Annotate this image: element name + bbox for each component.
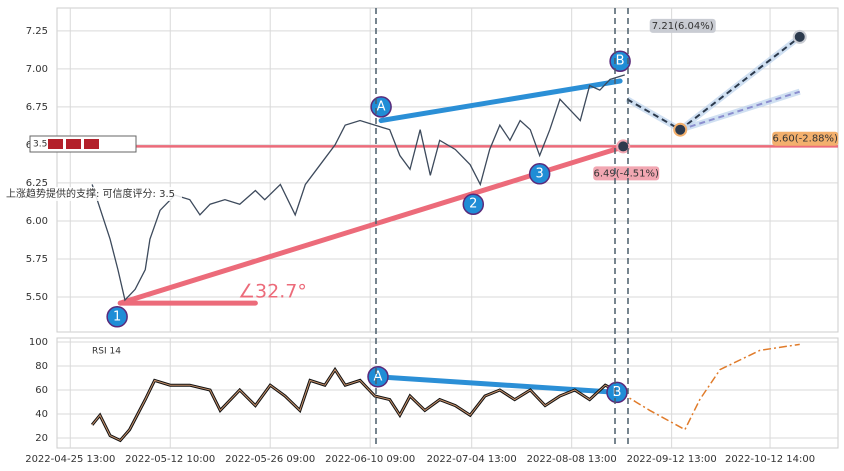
y-tick-label: 20: [35, 433, 48, 444]
score-label: 3.5: [33, 140, 47, 150]
projection-line: [679, 90, 801, 131]
target-box: [772, 131, 839, 146]
target-point: [616, 139, 631, 154]
y-tick-label: 7.00: [26, 64, 48, 75]
score-icon: [84, 139, 99, 149]
panel-title: RSI 14: [92, 347, 121, 357]
wave-label: B: [616, 54, 625, 69]
x-tick-label: 2022-05-12 10:00: [125, 454, 215, 465]
y-tick-label: 100: [29, 337, 48, 348]
target-label: 7.21(6.04%): [652, 21, 714, 32]
x-tick-label: 2022-10-12 14:00: [725, 454, 815, 465]
wave-marker: [462, 193, 485, 215]
x-tick-label: 2022-08-08 13:00: [527, 454, 617, 465]
wave-label: A: [374, 369, 383, 384]
x-tick-label: 2022-04-25 13:00: [25, 454, 115, 465]
wave-marker: [606, 381, 628, 404]
x-tick-label: 2022-05-26 09:00: [225, 454, 315, 465]
price-panel: [56, 7, 839, 333]
wave-label: A: [377, 99, 386, 114]
x-tick-label: 2022-07-04 13:00: [427, 454, 517, 465]
wave-marker: [528, 163, 551, 185]
y-tick-label: 60: [35, 385, 48, 396]
trend-line: [378, 78, 623, 124]
target-point: [792, 29, 807, 44]
target-box: [593, 166, 660, 181]
support-text-bg: [4, 187, 182, 201]
support-text: 上涨趋势提供的支撑: 可信度评分: 3.5: [6, 187, 175, 200]
rsi-outline: [91, 368, 615, 442]
rsi-panel: [56, 337, 839, 449]
target-box: [649, 18, 716, 33]
y-tick-label: 80: [35, 361, 48, 372]
y-tick-label: 5.50: [26, 292, 48, 303]
target-label: 6.60(-2.88%): [773, 134, 839, 145]
y-tick-label: 5.75: [26, 254, 48, 265]
score-icon: [48, 139, 63, 149]
wave-marker: [367, 366, 389, 388]
x-tick-label: 2022-09-12 13:00: [627, 454, 717, 465]
y-tick-label: 6.75: [26, 102, 48, 113]
wave-marker: [106, 306, 128, 328]
wave-marker: [609, 50, 631, 72]
angle-label: ∠32.7°: [238, 281, 307, 303]
y-tick-label: 6.25: [26, 178, 48, 189]
wave-label: B: [613, 385, 622, 400]
y-tick-label: 7.25: [26, 26, 48, 37]
wave-label: 1: [113, 309, 121, 324]
forecast-line: [619, 343, 800, 431]
wave-label: 3: [536, 166, 544, 181]
x-tick-label: 2022-06-10 09:00: [325, 454, 415, 465]
target-point: [673, 122, 688, 137]
y-tick-label: 6.00: [26, 216, 48, 227]
score-icon: [66, 139, 81, 149]
target-label: 6.49(-4.51%): [593, 168, 659, 179]
wave-label: 2: [469, 197, 477, 212]
y-tick-label: 40: [35, 409, 48, 420]
